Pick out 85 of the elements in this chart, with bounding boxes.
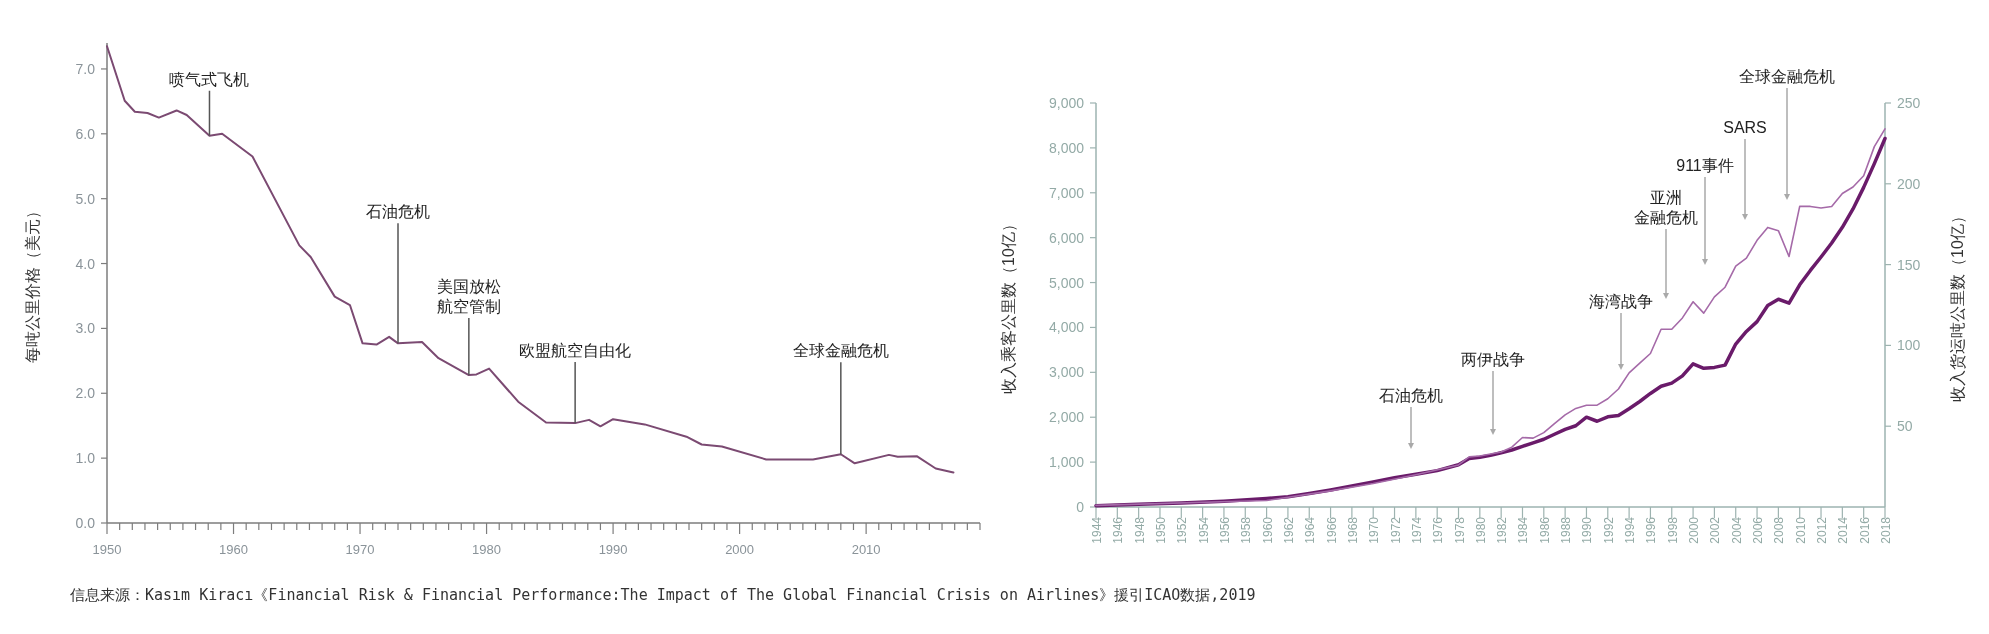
- x-tick-label: 1980: [472, 542, 502, 557]
- y-tick-label: 1.0: [75, 450, 96, 467]
- y-tick-label: 8,000: [1048, 139, 1085, 156]
- y2-tick-label: 50: [1897, 418, 1913, 435]
- x-tick-label: 2000: [725, 542, 755, 557]
- x-tick-label: 1948: [1132, 516, 1147, 544]
- x-tick-label: 1970: [345, 542, 375, 557]
- x-tick-label: 1980: [1473, 516, 1488, 544]
- x-tick-label: 2012: [1815, 516, 1830, 544]
- x-tick-label: 2006: [1751, 516, 1766, 544]
- y-tick-label: 9,000: [1048, 95, 1085, 111]
- x-tick-label: 1970: [1367, 516, 1382, 544]
- x-tick-label: 2004: [1729, 516, 1744, 544]
- x-tick-label: 2002: [1708, 516, 1723, 544]
- y-tick-label: 2.0: [75, 385, 96, 402]
- x-tick-label: 1990: [1580, 516, 1595, 544]
- y-tick-label: 5.0: [75, 190, 96, 207]
- annotation: 石油危机: [366, 203, 430, 221]
- x-tick-label: 1988: [1559, 516, 1574, 544]
- x-tick-label: 1992: [1601, 516, 1616, 544]
- x-tick-label: 1984: [1516, 516, 1531, 544]
- y-tick-label: 7,000: [1048, 184, 1085, 201]
- y-tick-label: 4.0: [75, 255, 96, 272]
- annotation: 欧盟航空自由化: [519, 342, 632, 360]
- annotation: 海湾战争: [1589, 293, 1653, 310]
- x-tick-label: 2010: [1793, 516, 1808, 544]
- y-tick-label: 3,000: [1048, 364, 1085, 381]
- y-tick-label: 7.0: [75, 60, 96, 77]
- y-tick-label: 4,000: [1048, 319, 1085, 336]
- y-tick-label: 6.0: [75, 125, 96, 142]
- x-tick-label: 1986: [1537, 516, 1552, 544]
- y-tick-label: 2,000: [1048, 409, 1085, 426]
- x-tick-label: 1954: [1196, 516, 1211, 544]
- y2-tick-label: 100: [1897, 337, 1921, 354]
- x-tick-label: 1994: [1623, 516, 1638, 544]
- x-tick-label: 2008: [1772, 516, 1787, 544]
- y2-tick-label: 150: [1897, 256, 1921, 273]
- y-tick-label: 6,000: [1048, 229, 1085, 246]
- x-tick-label: 2000: [1687, 516, 1702, 544]
- x-tick-label: 1968: [1345, 516, 1360, 544]
- x-tick-label: 1950: [92, 542, 122, 557]
- y-tick-label: 1,000: [1048, 454, 1085, 471]
- x-tick-label: 1966: [1324, 516, 1339, 544]
- annotation: 911事件: [1676, 157, 1734, 174]
- y2-tick-label: 250: [1897, 95, 1921, 111]
- y2-axis-title: 收入货运吨公里数（10亿）: [1949, 208, 1966, 402]
- x-tick-label: 1946: [1111, 516, 1126, 544]
- x-tick-label: 1958: [1239, 516, 1254, 544]
- annotation: 亚洲金融危机: [1634, 189, 1698, 226]
- annotation: 喷气式飞机: [169, 70, 250, 88]
- x-tick-label: 1982: [1495, 516, 1510, 544]
- annotation: 全球金融危机: [792, 342, 889, 360]
- x-tick-label: 1976: [1431, 516, 1446, 544]
- y-tick-label: 5,000: [1048, 274, 1085, 291]
- x-tick-label: 2014: [1836, 516, 1851, 544]
- x-tick-label: 2018: [1879, 516, 1893, 544]
- annotation: SARS: [1723, 119, 1767, 136]
- y2-tick-label: 200: [1897, 175, 1921, 192]
- text: 信息来源：Kasım Kiracı《Financial Risk & Financial Performance:The Impact of The Global Financial Crisis on Airlines》援引ICAO数据,2019: [70, 586, 1256, 604]
- x-tick-label: 2016: [1857, 516, 1872, 544]
- y-tick-label: 3.0: [75, 320, 96, 337]
- x-tick-label: 1998: [1665, 516, 1680, 544]
- x-tick-label: 1952: [1175, 516, 1190, 544]
- y-tick-label: 0.0: [75, 515, 96, 531]
- x-tick-label: 1960: [1260, 516, 1275, 544]
- annotation: 美国放松航空管制: [436, 278, 501, 316]
- y-axis-title: 每吨公里价格（美元）: [24, 203, 41, 363]
- x-tick-label: 2010: [851, 542, 881, 557]
- x-tick-label: 1944: [1090, 516, 1104, 544]
- y-tick-label: 0: [1076, 499, 1085, 515]
- y-axis-title: 收入乘客公里数（10亿）: [1000, 216, 1017, 394]
- line-series: [106, 45, 955, 474]
- annotation: 两伊战争: [1461, 351, 1525, 368]
- x-tick-label: 1978: [1452, 516, 1467, 544]
- x-tick-label: 1996: [1644, 516, 1659, 544]
- x-tick-label: 1960: [219, 542, 248, 557]
- x-tick-label: 1990: [598, 542, 628, 557]
- x-tick-label: 1974: [1409, 516, 1424, 544]
- annotation: 石油危机: [1379, 387, 1443, 404]
- x-tick-label: 1962: [1281, 516, 1296, 544]
- x-tick-label: 1950: [1153, 516, 1168, 544]
- x-tick-label: 1972: [1388, 516, 1403, 544]
- text: 全球金融危机: [1739, 68, 1835, 85]
- x-tick-label: 1964: [1303, 516, 1318, 544]
- x-tick-label: 1956: [1217, 516, 1232, 544]
